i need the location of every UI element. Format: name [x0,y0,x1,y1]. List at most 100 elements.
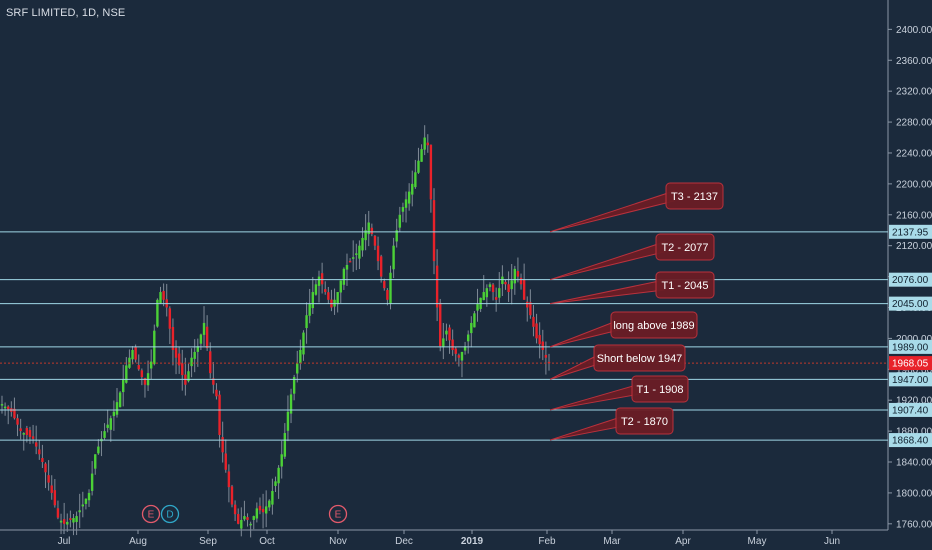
candle-body [364,230,367,241]
candle-body [395,230,398,242]
candle-body [348,260,352,263]
candle-body [339,280,342,293]
candle-body [466,334,470,342]
candle-body [90,473,94,491]
candle-body [470,322,473,334]
candle-body [28,430,32,437]
candle-body [473,313,476,328]
candle-body [485,288,489,298]
candle-body [442,338,445,348]
candle-body [252,516,255,521]
candle-body [205,326,209,349]
earnings-marker-label: E [148,510,155,521]
candle-body [103,431,106,438]
candle-body [526,301,529,308]
candle-body [299,349,302,364]
x-tick-label: Dec [395,536,413,547]
callout-text: Short below 1947 [597,353,683,365]
candle-body [432,200,436,262]
candle-body [482,292,485,301]
callout-box [655,233,715,261]
candle-body [196,346,200,352]
callout-text: T2 - 2077 [661,242,708,254]
candle-body [190,357,193,367]
y-tick-label: 2320.00 [896,87,932,98]
candle-body [277,467,280,484]
chart-title: SRF LIMITED, 1D, NSE [6,7,126,19]
y-tick-label: 2280.00 [896,118,932,129]
candle-body [75,516,78,523]
candle-body [202,322,206,335]
candle-body [532,316,535,327]
level-price-badge [889,402,932,417]
candle-body [289,394,293,414]
candle-body [302,332,305,355]
candle-body [38,449,41,455]
candle-body [439,302,442,347]
candle-body [44,463,47,473]
level-price-badge [889,272,932,287]
candle-body [355,253,358,255]
candle-body [544,354,548,358]
candle-body [529,302,532,316]
candle-body [445,330,448,335]
candle-body [507,284,510,293]
candle-body [308,303,311,316]
candle-body [34,442,38,447]
candle-body [7,406,10,410]
candle-body [69,518,72,520]
level-price-label: 1989.00 [892,342,929,353]
candle-body [417,160,420,173]
candle-body [538,335,541,345]
candle-body [317,276,321,286]
candle-body [56,508,60,518]
candle-body [498,288,501,298]
level-price-badge [889,433,932,448]
candle-body [87,492,91,501]
candle-body [398,214,402,228]
candle-body [59,520,63,523]
y-tick-label: 2160.00 [896,210,932,221]
callout-text: T3 - 2137 [671,191,718,203]
candle-body [62,519,66,524]
candle-body [261,508,265,513]
x-tick-label: Jul [58,536,71,547]
candle-body [174,348,178,358]
candle-body [0,404,4,406]
callout-text: T1 - 2045 [661,280,708,292]
candle-body [358,245,361,259]
candle-body [168,308,172,329]
x-tick-label: May [748,536,767,547]
candle-body [212,378,215,385]
earnings-marker [328,504,348,524]
candle-body [137,365,140,370]
level-price-label: 2076.00 [892,275,929,286]
candle-body [181,363,184,376]
y-tick-label: 1800.00 [896,488,932,499]
candle-body [3,406,7,409]
candle-body [311,292,314,309]
level-price-label: 2137.95 [892,227,929,238]
candle-body [327,292,330,300]
candle-body [522,279,526,300]
candle-body [268,500,271,508]
candle-body [66,521,69,525]
candle-body [494,297,498,300]
candle-body [342,268,346,285]
candle-body [504,281,507,285]
candle-body [414,172,417,188]
candle-body [367,222,370,235]
candle-body [376,245,380,262]
candle-body [16,418,19,425]
candle-body [193,351,196,359]
candle-body [249,523,252,526]
candle-body [115,402,119,415]
candle-body [423,137,426,150]
candle-body [112,411,116,417]
candle-body [386,290,389,300]
candle-body [218,394,221,435]
candle-body [535,323,538,339]
callout-box [593,344,686,372]
candle-body [78,510,81,513]
